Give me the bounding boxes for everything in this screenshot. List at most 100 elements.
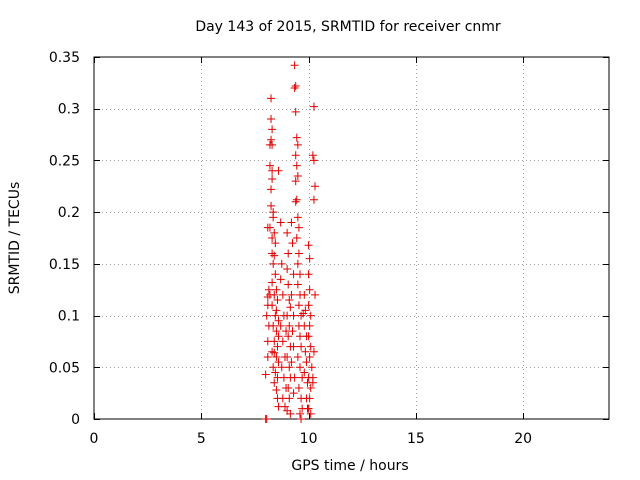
data-point (305, 285, 314, 294)
data-point (276, 275, 285, 284)
data-point (301, 347, 310, 356)
data-point (309, 347, 318, 356)
data-point (307, 363, 316, 372)
data-point (272, 327, 281, 336)
data-points (261, 61, 320, 423)
data-point (287, 290, 296, 299)
data-point (263, 292, 272, 301)
data-point (282, 327, 291, 336)
data-point (271, 311, 280, 320)
data-point (273, 296, 282, 305)
data-point (289, 342, 298, 351)
y-axis-label: SRMTID / TECUs (7, 182, 23, 295)
data-point (269, 259, 278, 268)
axis-ticks: 0 5 10 15 20 0 0.05 0.1 0.15 0.2 0.25 0.3 0.35 (49, 50, 609, 447)
data-point (285, 321, 294, 330)
data-point (304, 332, 313, 341)
data-point (263, 223, 272, 232)
data-point (267, 201, 276, 210)
data-point (299, 309, 308, 318)
y-tick-label: 0.25 (49, 153, 80, 169)
data-point (291, 107, 300, 116)
data-point (261, 370, 270, 379)
data-point (293, 259, 302, 268)
data-point (294, 301, 303, 310)
data-point (286, 409, 295, 418)
data-point (264, 285, 273, 294)
data-point (270, 228, 279, 237)
data-point (285, 363, 294, 372)
data-point (283, 265, 292, 274)
data-point (268, 234, 277, 242)
data-point (277, 259, 286, 268)
y-tick-label: 0.15 (49, 257, 80, 273)
data-point (289, 270, 298, 279)
data-point (276, 218, 285, 227)
data-point (268, 125, 277, 134)
data-point (287, 218, 296, 227)
data-point (293, 352, 302, 361)
data-point (268, 347, 277, 356)
data-point (270, 290, 279, 299)
data-point (268, 175, 277, 184)
data-point (294, 383, 303, 392)
data-point (268, 140, 277, 149)
data-point (308, 378, 317, 387)
data-point (269, 363, 278, 372)
data-point (297, 311, 306, 320)
data-point (271, 239, 280, 248)
data-point (278, 337, 287, 346)
data-point (304, 241, 313, 250)
y-tick-label: 0.1 (58, 309, 80, 325)
data-point (293, 213, 302, 222)
data-point (278, 290, 287, 299)
plot-frame (93, 56, 610, 420)
grid (94, 57, 609, 419)
data-point (262, 415, 271, 423)
data-point (290, 373, 299, 382)
data-point (305, 352, 314, 361)
data-point (274, 166, 283, 175)
data-point (304, 270, 313, 279)
x-tick-label: 5 (197, 431, 206, 447)
data-point (305, 394, 314, 403)
data-point (287, 358, 296, 367)
data-point (269, 213, 278, 222)
data-point (270, 378, 279, 387)
y-tick-label: 0.2 (58, 205, 80, 221)
data-point (272, 285, 281, 294)
data-point (276, 321, 285, 330)
data-point (293, 140, 302, 149)
data-point (293, 280, 302, 289)
data-point (289, 389, 298, 398)
data-point (286, 303, 295, 312)
x-tick-label: 0 (90, 431, 99, 447)
data-point (267, 135, 276, 144)
data-point (271, 270, 280, 279)
data-point (292, 161, 301, 170)
data-point (277, 363, 286, 372)
data-point (265, 161, 274, 170)
data-point (302, 358, 311, 367)
data-point (306, 342, 315, 351)
data-point (305, 254, 314, 263)
data-point (304, 301, 313, 310)
chart-title: Day 143 of 2015, SRMTID for receiver cnm… (195, 19, 501, 35)
data-point (306, 383, 315, 392)
data-point (263, 352, 272, 361)
data-point (274, 316, 283, 325)
data-point (290, 84, 299, 93)
data-point (291, 81, 300, 90)
data-point (283, 228, 292, 237)
data-point (294, 223, 303, 232)
data-point (289, 311, 298, 320)
data-point (306, 311, 315, 320)
data-point (311, 182, 320, 191)
y-tick-label: 0.35 (49, 50, 80, 66)
data-point (284, 383, 293, 392)
data-point (284, 280, 293, 289)
y-tick-label: 0 (71, 412, 80, 428)
data-point (296, 409, 304, 418)
x-tick-label: 15 (407, 431, 425, 447)
